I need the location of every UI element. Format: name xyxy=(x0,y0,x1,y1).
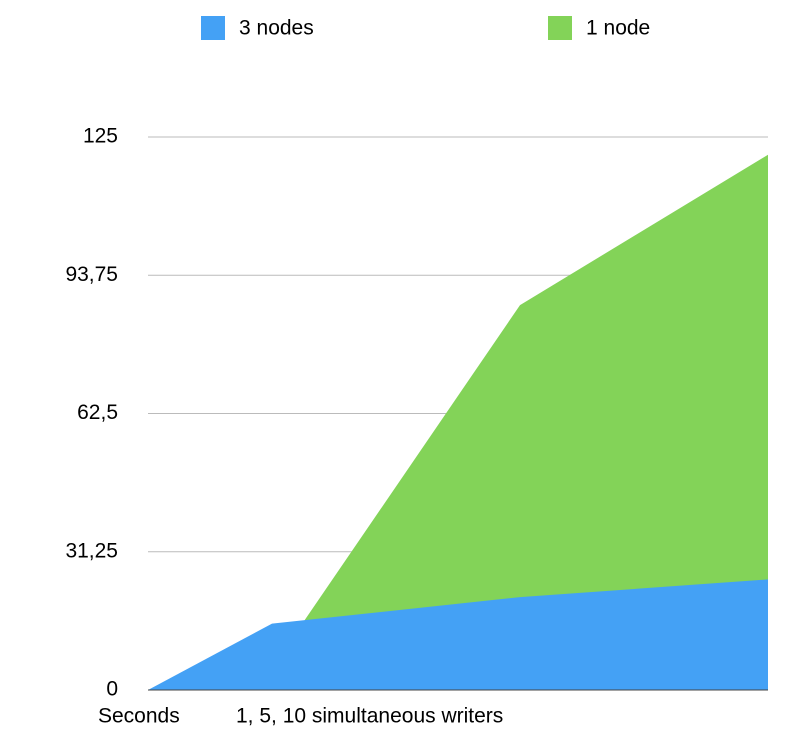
area xyxy=(148,154,768,691)
legend-swatch xyxy=(548,16,572,40)
y-axis-label: Seconds xyxy=(98,705,180,728)
legend-label: 3 nodes xyxy=(239,17,314,40)
area xyxy=(148,579,768,690)
legend-label: 1 node xyxy=(586,17,650,40)
y-tick-label: 62,5 xyxy=(77,401,118,424)
y-tick-label: 31,25 xyxy=(65,539,118,562)
y-tick-label: 93,75 xyxy=(65,263,118,286)
legend-swatch xyxy=(201,16,225,40)
y-tick-label: 125 xyxy=(83,125,118,148)
y-tick-label: 0 xyxy=(106,678,118,701)
x-axis-label: 1, 5, 10 simultaneous writers xyxy=(236,705,503,728)
